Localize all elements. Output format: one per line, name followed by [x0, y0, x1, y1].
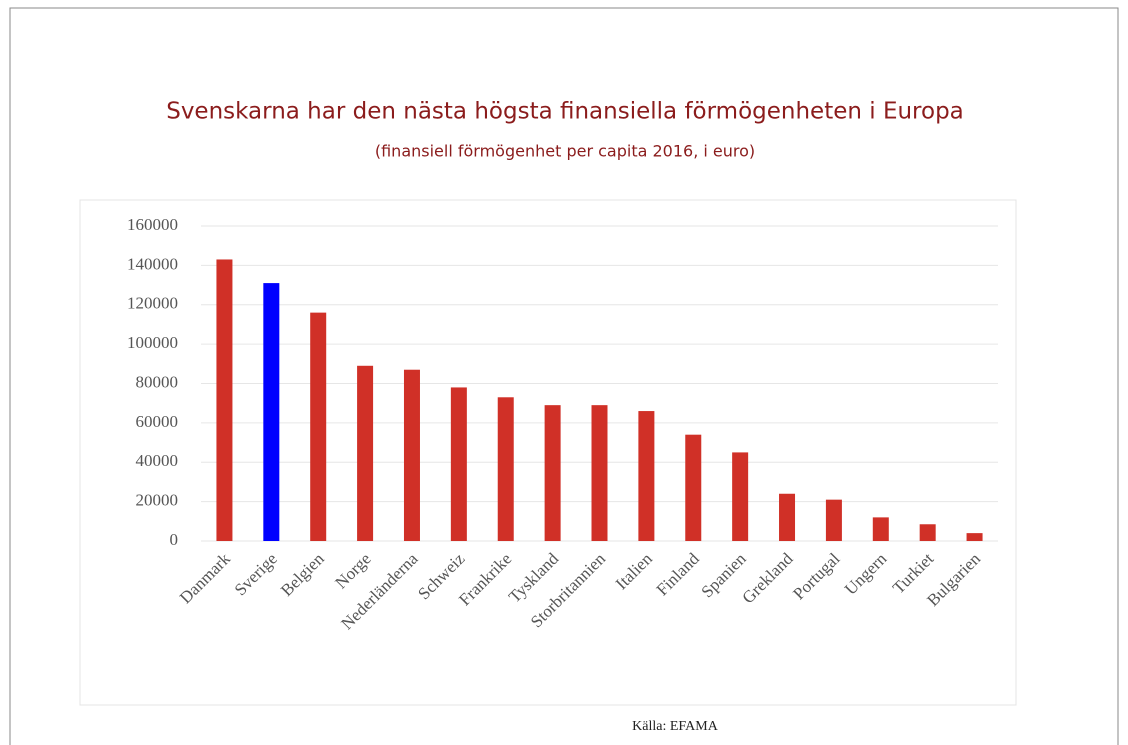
source: Källa: EFAMA — [632, 719, 719, 734]
bar — [544, 405, 561, 541]
y-tick-label: 100000 — [127, 333, 178, 352]
bar — [685, 434, 702, 541]
bar — [310, 312, 327, 541]
y-tick-label: 40000 — [136, 451, 179, 470]
bar — [966, 533, 983, 541]
y-tick-label: 140000 — [127, 254, 178, 273]
bar — [403, 369, 420, 541]
bar — [263, 283, 280, 541]
bar — [919, 524, 936, 541]
y-tick-label: 120000 — [127, 294, 178, 313]
bar — [779, 493, 796, 541]
bar — [732, 452, 749, 541]
bar — [591, 405, 608, 541]
bar — [357, 365, 374, 541]
bar — [216, 259, 233, 541]
y-tick-label: 160000 — [127, 215, 178, 234]
y-tick-label: 80000 — [136, 372, 179, 391]
bar — [872, 517, 889, 541]
y-tick-label: 0 — [170, 530, 179, 549]
bar — [450, 387, 467, 541]
bar — [497, 397, 514, 541]
bar — [638, 411, 655, 541]
y-tick-label: 20000 — [136, 491, 179, 510]
bar — [825, 499, 842, 541]
y-tick-label: 60000 — [136, 412, 179, 431]
chart-title: Svenskarna har den nästa högsta finansie… — [166, 99, 964, 125]
chart-subtitle: (finansiell förmögenhet per capita 2016,… — [375, 142, 755, 161]
